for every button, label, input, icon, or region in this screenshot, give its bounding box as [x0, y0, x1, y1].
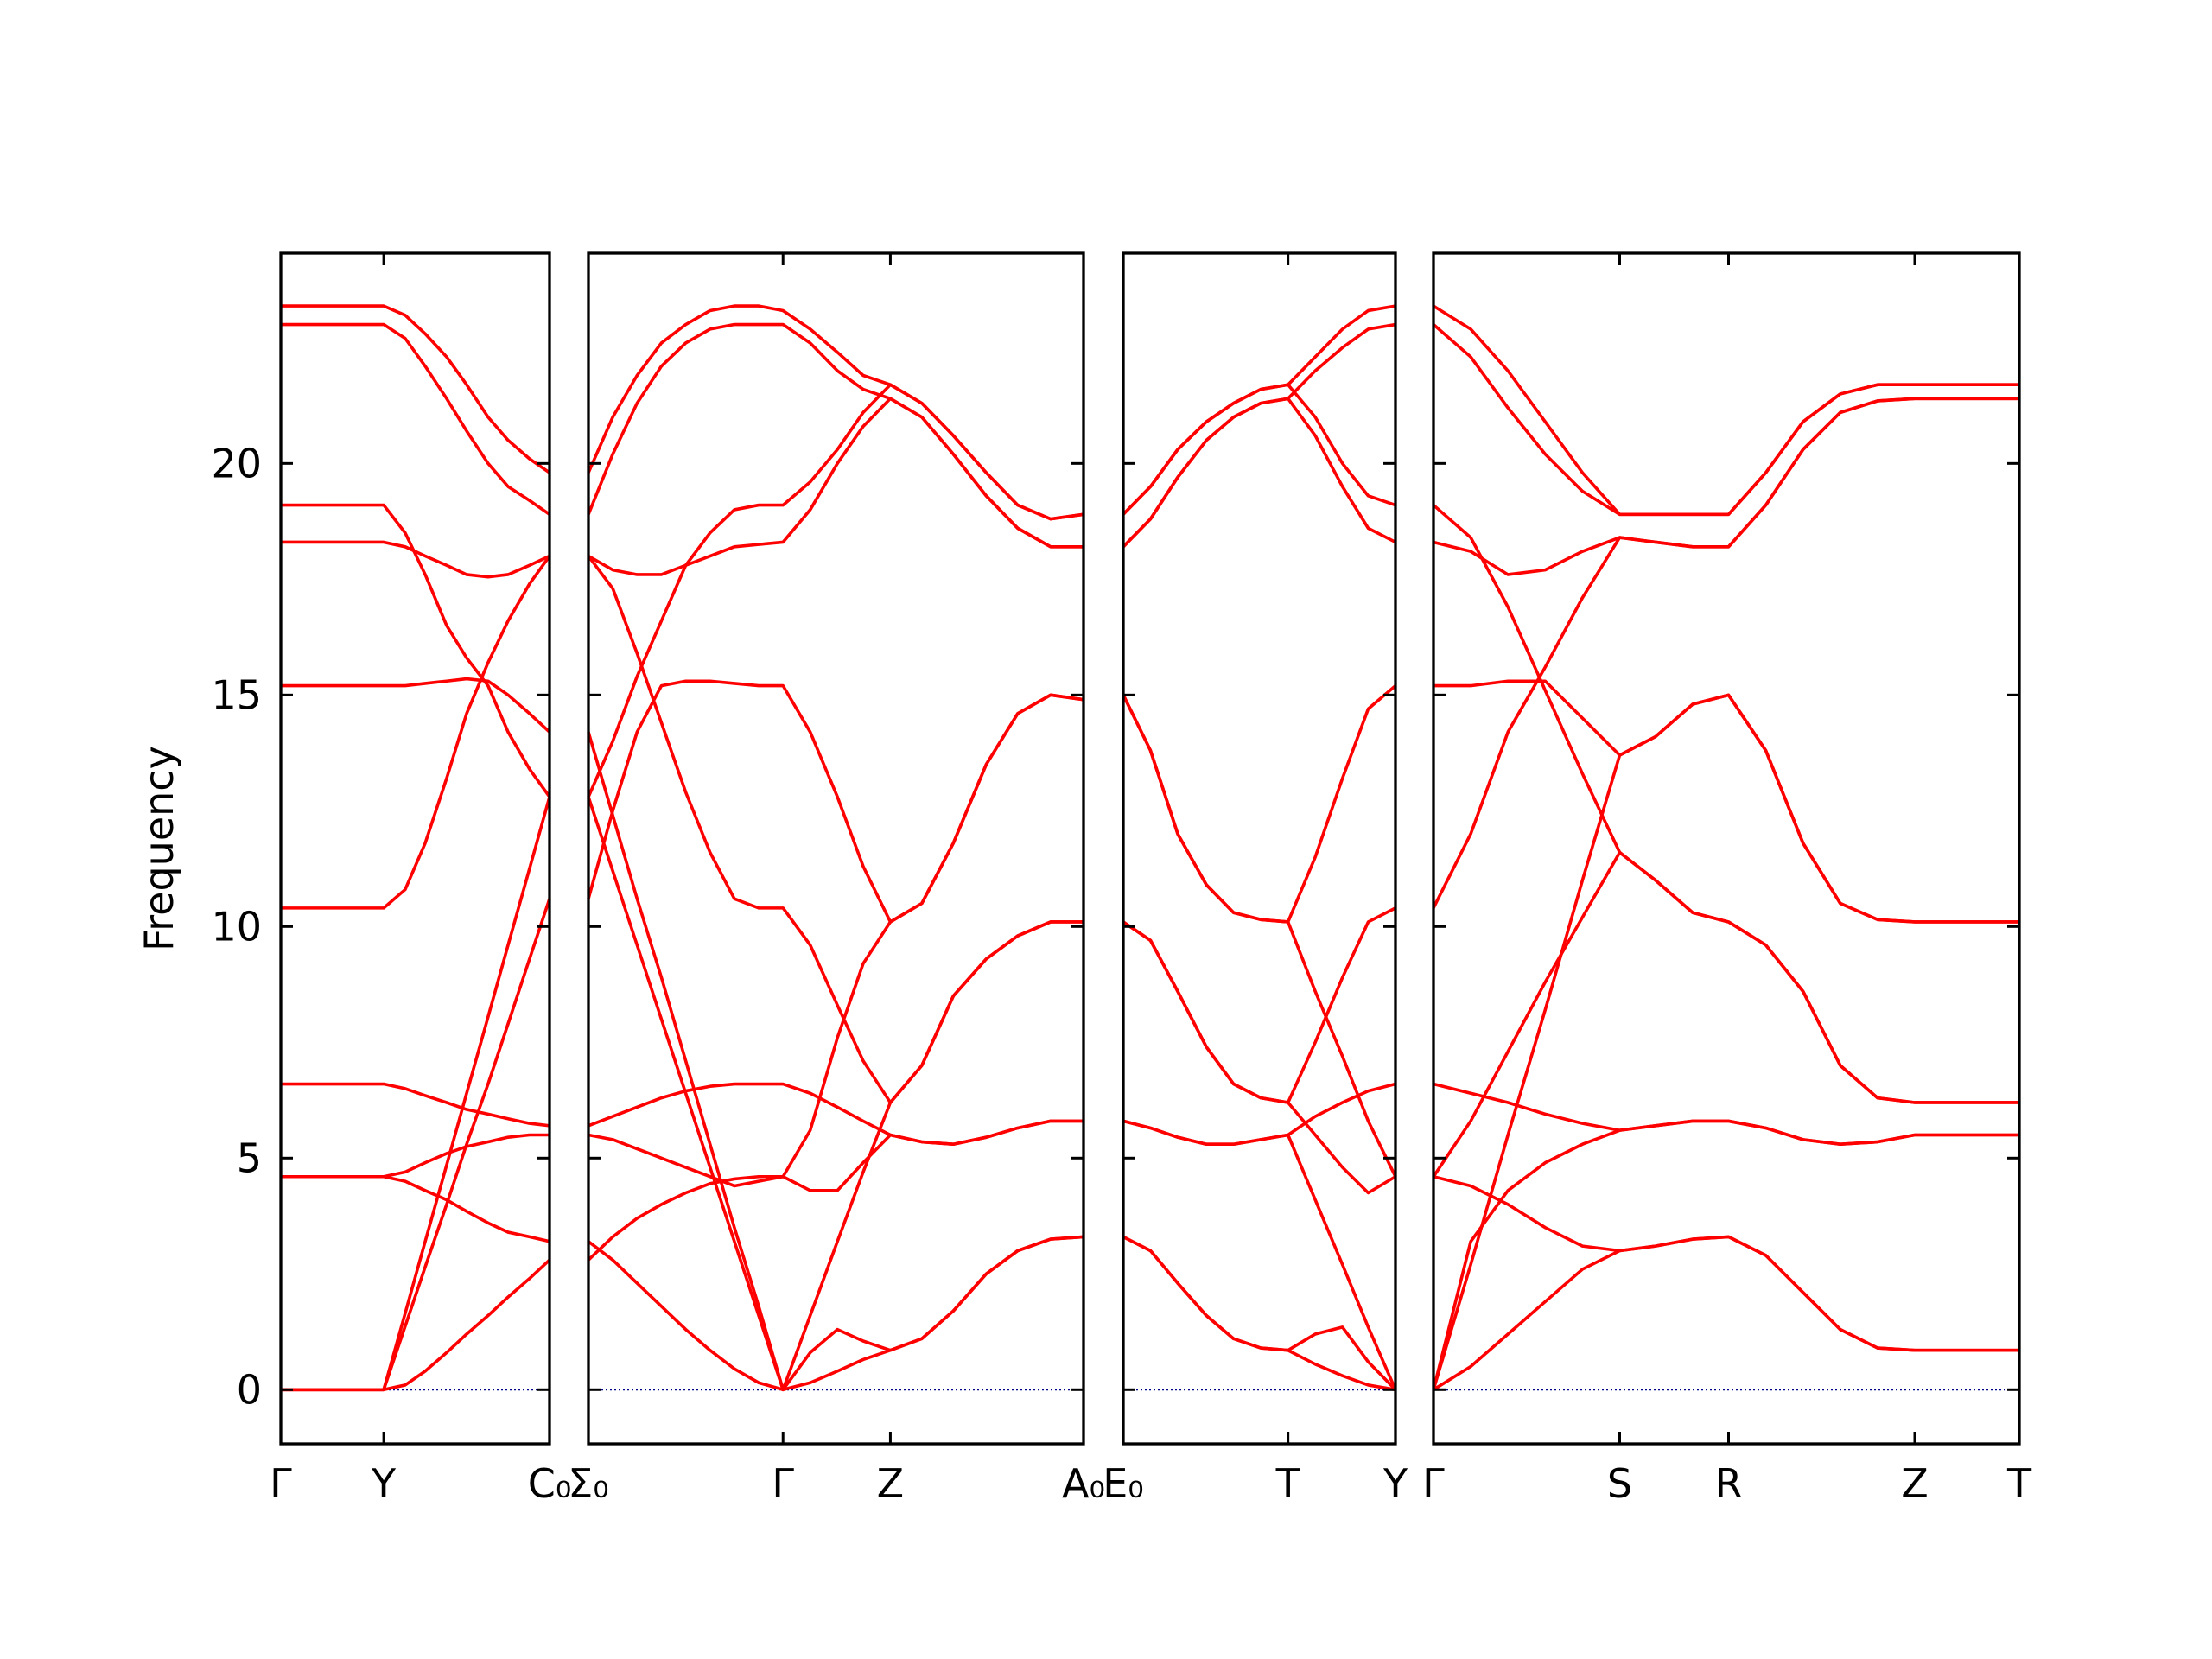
- band-line: [1433, 304, 2019, 517]
- x-tick-label: Z: [1901, 1460, 1929, 1507]
- x-tick-label: Γ: [772, 1460, 794, 1507]
- band-line: [281, 322, 551, 516]
- band-line: [281, 304, 551, 474]
- x-tick-label: Y: [1382, 1460, 1408, 1507]
- x-tick-label: Y: [371, 1460, 397, 1507]
- band-line: [588, 1082, 1084, 1147]
- band-line: [281, 898, 551, 1392]
- band-line: [1433, 397, 2019, 576]
- band-line: [587, 679, 1084, 924]
- x-tick-label: Γ: [270, 1460, 292, 1507]
- y-tick-label: 15: [211, 671, 262, 718]
- panel-frame: [1122, 251, 1397, 1446]
- band-line: [281, 1174, 550, 1243]
- band-line: [1122, 1082, 1396, 1147]
- band-line: [587, 322, 1084, 549]
- x-tick-label: Γ: [1422, 1460, 1445, 1507]
- band-line: [281, 1258, 551, 1392]
- band-line: [1122, 906, 1396, 1104]
- x-tick-label: C₀: [528, 1460, 572, 1507]
- band-line: [281, 677, 551, 734]
- x-tick-label: E₀: [1103, 1460, 1144, 1507]
- y-tick-label: 20: [211, 440, 262, 486]
- x-tick-label: Z: [877, 1460, 905, 1507]
- band-line: [1432, 504, 2019, 1104]
- x-tick-label: T: [2006, 1460, 2032, 1507]
- band-line: [281, 1082, 550, 1128]
- band-line: [1122, 684, 1397, 924]
- band-line: [281, 555, 551, 910]
- panel-frame: [1432, 251, 2021, 1446]
- band-line: [587, 304, 1084, 521]
- panel-frame: [279, 251, 551, 1446]
- x-tick-label: Σ₀: [568, 1460, 609, 1507]
- band-line: [587, 555, 1084, 1104]
- y-tick-label: 10: [211, 903, 262, 950]
- x-tick-label: A₀: [1062, 1460, 1105, 1507]
- band-line: [1122, 322, 1396, 549]
- band-line: [1433, 679, 2019, 924]
- band-line: [281, 503, 551, 798]
- band-line: [587, 796, 1084, 1392]
- x-tick-label: T: [1275, 1460, 1301, 1507]
- y-axis-label: Frequency: [136, 746, 182, 951]
- panel-frame: [587, 251, 1085, 1446]
- band-line: [281, 540, 550, 579]
- band-line: [281, 1133, 550, 1179]
- y-tick-label: 5: [237, 1135, 262, 1181]
- band-line: [1433, 1174, 2019, 1352]
- x-tick-label: S: [1607, 1460, 1632, 1507]
- band-line: [281, 796, 551, 1392]
- band-line: [1122, 1235, 1396, 1392]
- band-line: [1433, 1082, 2019, 1147]
- band-line: [1122, 304, 1396, 516]
- y-tick-label: 0: [237, 1366, 262, 1413]
- x-tick-label: R: [1715, 1460, 1743, 1507]
